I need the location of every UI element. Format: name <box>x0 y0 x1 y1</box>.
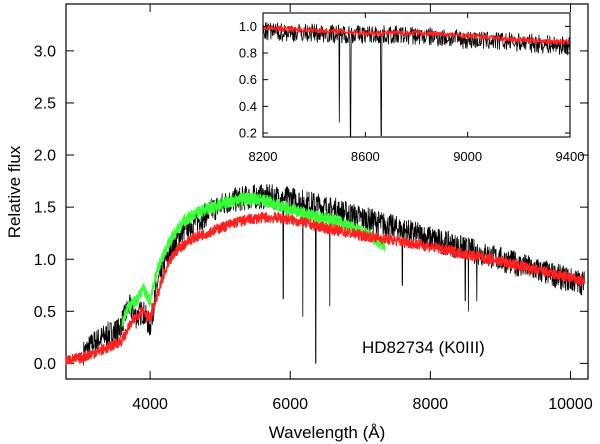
main-plot-frame <box>65 3 589 380</box>
x-tick-label: 9000 <box>453 149 482 164</box>
x-tick-label: 9400 <box>556 149 585 164</box>
main-y-ticks: 0.0 0.5 1.0 1.5 2.0 2.5 3.0 <box>34 43 588 373</box>
y-tick-label: 2.5 <box>34 96 56 113</box>
y-tick-label: 0.5 <box>34 304 56 321</box>
inset-plot-frame <box>262 12 571 138</box>
reference-spectrum-line <box>65 211 586 366</box>
y-tick-label: 0.4 <box>239 99 257 114</box>
reference-spectrum-line <box>262 25 571 45</box>
x-tick-label: 10000 <box>548 396 593 413</box>
y-tick-label: 1.0 <box>239 19 257 34</box>
x-tick-label: 6000 <box>272 396 308 413</box>
inset-y-ticks: 0.2 0.4 0.6 0.8 1.0 <box>239 19 570 141</box>
x-axis-label: Wavelength (Å) <box>269 423 386 442</box>
y-tick-label: 1.5 <box>34 200 56 217</box>
observed-spectrum-line <box>83 183 585 366</box>
model-spectrum-line <box>121 192 386 328</box>
x-tick-label: 4000 <box>132 396 168 413</box>
x-tick-label: 8600 <box>351 149 380 164</box>
main-series-group <box>65 183 586 366</box>
y-tick-label: 0.8 <box>239 46 257 61</box>
inset-x-ticks: 8200 8600 9000 9400 <box>249 13 585 164</box>
y-tick-label: 2.0 <box>34 148 56 165</box>
star-annotation: HD82734 (K0III) <box>362 338 485 357</box>
y-tick-label: 1.0 <box>34 252 56 269</box>
y-tick-label: 0.2 <box>239 126 257 141</box>
y-tick-label: 3.0 <box>34 43 56 60</box>
x-tick-label: 8200 <box>249 149 278 164</box>
y-tick-label: 0.0 <box>34 356 56 373</box>
x-tick-label: 8000 <box>413 396 449 413</box>
y-tick-label: 0.6 <box>239 72 257 87</box>
y-axis-label: Relative flux <box>5 145 24 238</box>
inset-series-group <box>262 22 571 138</box>
main-x-ticks: 4000 6000 8000 10000 <box>132 4 593 413</box>
